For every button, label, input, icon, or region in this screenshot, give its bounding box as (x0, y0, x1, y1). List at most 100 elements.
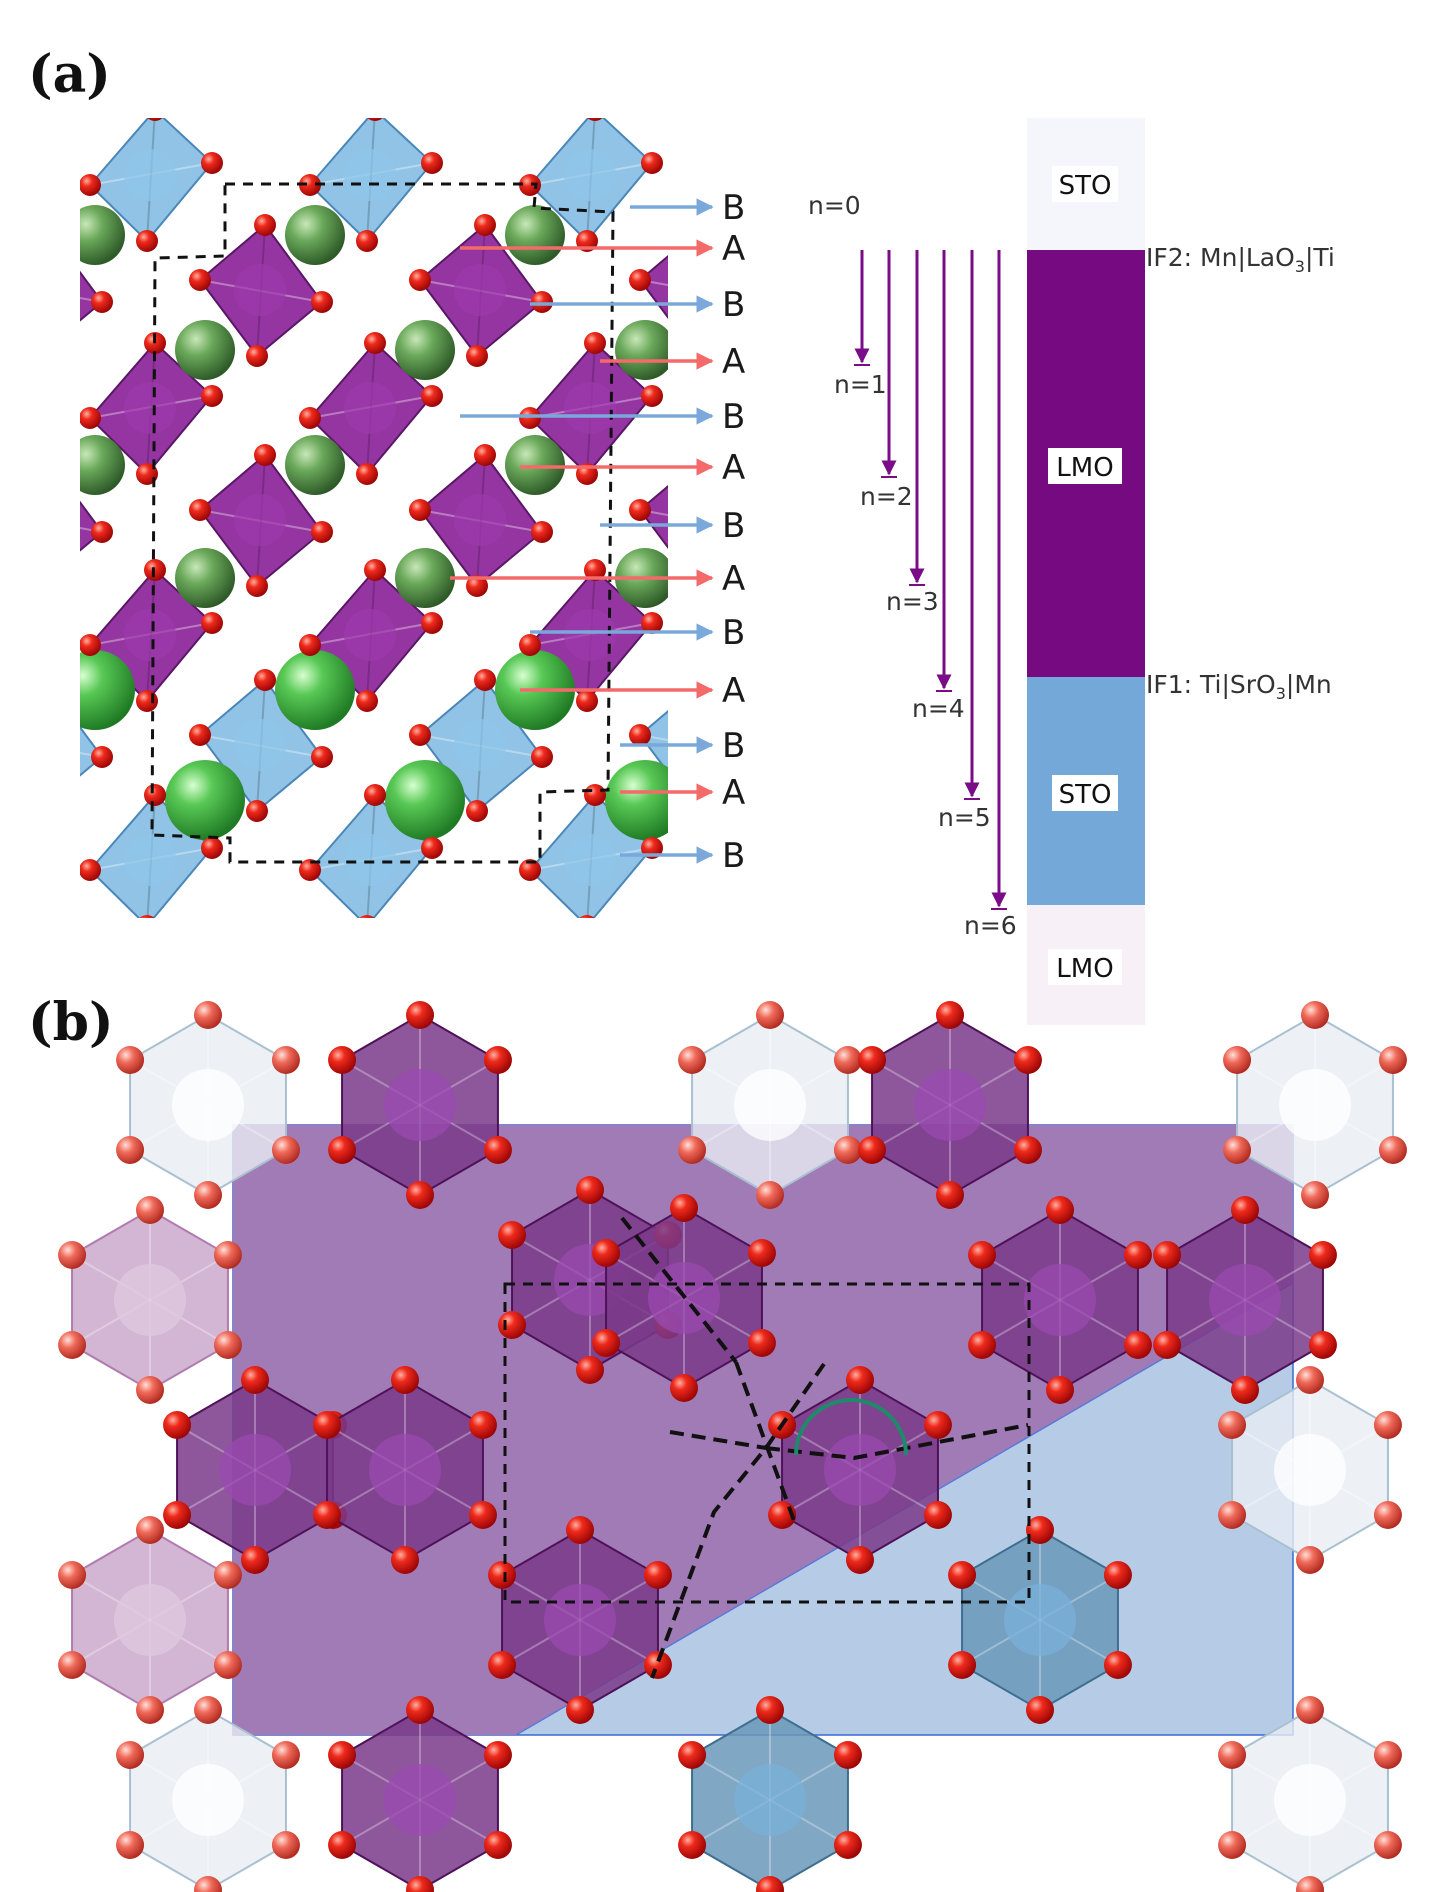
oxygen-atom (483, 1741, 512, 1769)
oxygen-atom (254, 214, 276, 236)
oxygen-atom (579, 915, 595, 918)
oxygen-atom (1308, 1241, 1337, 1269)
oxygen-atom (576, 690, 598, 712)
octahedron (638, 254, 668, 319)
oxygen-atom (849, 269, 871, 291)
oxygen-atom (136, 1696, 164, 1724)
layer-label: A (722, 559, 745, 599)
oxygen-atom (936, 1001, 964, 1029)
oxygen-atom (833, 1136, 862, 1164)
oxygen-atom (756, 1696, 784, 1724)
oxygen-atom (201, 612, 223, 634)
n-label: n=2 (860, 482, 913, 511)
oxygen-atom (313, 1411, 342, 1439)
oxygen-atom (833, 1046, 862, 1074)
oxygen-atom (483, 1831, 512, 1859)
oxygen-atom (923, 1501, 952, 1529)
oxygen-atom (246, 345, 268, 367)
oxygen-atom (519, 859, 541, 881)
a-site-atom (0, 320, 15, 380)
oxygen-atom (116, 1046, 145, 1074)
oxygen-atom (694, 444, 716, 466)
a-site-atom (945, 435, 1005, 495)
oxygen-atom (747, 1239, 776, 1267)
oxygen-atom (858, 1046, 887, 1074)
oxygen-atom (474, 669, 496, 691)
oxygen-atom (678, 1046, 707, 1074)
octahedron (638, 484, 668, 549)
oxygen-atom (26, 800, 48, 822)
oxygen-atom (1301, 1181, 1329, 1209)
oxygen-atom (1123, 1331, 1152, 1359)
stack-bottom-lmo-label: LMO (1056, 954, 1113, 984)
a-site-atom (175, 548, 235, 608)
oxygen-atom (751, 521, 773, 543)
oxygen-atom (144, 784, 166, 806)
layer-label: B (722, 285, 745, 325)
oxygen-atom (629, 724, 651, 746)
oxygen-atom (948, 1651, 977, 1679)
oxygen-atom (26, 345, 48, 367)
oxygen-atom (189, 269, 211, 291)
oxygen-atom (421, 837, 443, 859)
oxygen-atom (1296, 1366, 1324, 1394)
oxygen-atom (58, 1241, 87, 1269)
oxygen-atom (466, 575, 488, 597)
n-label: n=6 (964, 911, 1017, 940)
oxygen-atom (364, 559, 386, 581)
a-site-atom (395, 320, 455, 380)
stack-lmo-label: LMO (1056, 453, 1113, 483)
oxygen-atom (328, 1046, 357, 1074)
oxygen-atom (311, 746, 333, 768)
a-site-atom (0, 548, 15, 608)
a-site-atom (825, 760, 905, 840)
oxygen-atom (576, 1356, 604, 1384)
oxygen-atom (483, 1136, 512, 1164)
n-label: n=3 (886, 587, 939, 616)
octahedron (418, 453, 544, 588)
oxygen-atom (163, 1501, 192, 1529)
oxygen-atom (136, 690, 158, 712)
layer-stack: STO LMO STO LMO (1027, 118, 1145, 1025)
oxygen-atom (466, 345, 488, 367)
oxygen-atom (1026, 1696, 1054, 1724)
octahedron (750, 570, 872, 701)
oxygen-atom (849, 724, 871, 746)
oxygen-atom (1218, 1411, 1247, 1439)
octahedron (308, 341, 434, 476)
n-label: n=4 (912, 694, 965, 723)
oxygen-atom (804, 332, 826, 354)
oxygen-atom (189, 499, 211, 521)
oxygen-atom (531, 521, 553, 543)
oxygen-atom (328, 1831, 357, 1859)
oxygen-atom (80, 407, 101, 429)
bond-angle-arc (794, 1398, 908, 1456)
octahedron-top (1223, 1001, 1407, 1209)
oxygen-atom (971, 521, 993, 543)
oxygen-atom (213, 1561, 242, 1589)
oxygen-atom (796, 915, 818, 937)
oxygen-atom (189, 724, 211, 746)
oxygen-atom (1218, 1741, 1247, 1769)
oxygen-atom (246, 800, 268, 822)
a-site-atom (505, 205, 565, 265)
oxygen-atom (1013, 1136, 1042, 1164)
oxygen-atom (1308, 1331, 1337, 1359)
oxygen-atom (1223, 1046, 1252, 1074)
octahedron-top (1218, 1696, 1402, 1892)
a-site-atom (385, 760, 465, 840)
octahedron-top (58, 1516, 242, 1724)
a-site-atom (605, 760, 668, 840)
oxygen-atom (643, 1651, 672, 1679)
a-site-atom (945, 205, 1005, 265)
a-site-atom (80, 205, 125, 265)
oxygen-atom (91, 746, 113, 768)
oxygen-atom (576, 1176, 604, 1204)
octahedron (860, 455, 982, 586)
octahedron-top (678, 1001, 862, 1209)
oxygen-atom (213, 1241, 242, 1269)
oxygen-atom (488, 1561, 517, 1589)
oxygen-atom (498, 1311, 527, 1339)
oxygen-atom (116, 1831, 145, 1859)
